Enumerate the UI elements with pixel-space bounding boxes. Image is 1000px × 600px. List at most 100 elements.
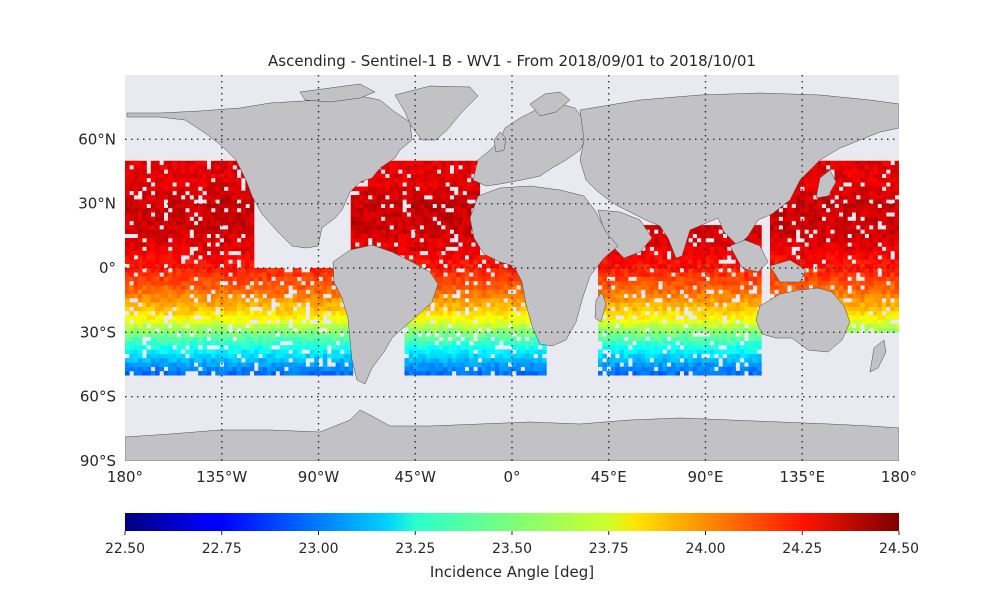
data-cell: [481, 358, 487, 363]
data-cell: [228, 237, 233, 243]
data-cell: [288, 302, 293, 307]
data-cell: [223, 293, 229, 299]
data-cell: [415, 250, 420, 256]
data-cell: [598, 280, 603, 286]
data-cell: [322, 362, 328, 367]
data-cell: [453, 250, 459, 256]
data-cell: [262, 358, 268, 363]
data-cell: [443, 345, 448, 350]
data-cell: [696, 285, 702, 290]
data-cell: [804, 285, 809, 290]
data-cell: [477, 259, 483, 265]
data-cell: [434, 293, 440, 299]
data-cell: [727, 353, 732, 359]
data-cell: [494, 315, 500, 320]
data-cell: [189, 165, 195, 170]
data-cell: [249, 233, 255, 239]
data-cell: [507, 306, 513, 312]
data-cell: [860, 255, 865, 260]
data-cell: [249, 289, 255, 295]
data-cell: [610, 268, 616, 273]
data-cell: [241, 255, 246, 260]
data-cell: [168, 233, 173, 239]
data-cell: [602, 263, 607, 269]
data-cell: [322, 332, 328, 337]
data-cell: [279, 272, 285, 277]
data-cell: [180, 285, 186, 290]
data-cell: [180, 366, 186, 372]
data-cell: [649, 272, 655, 277]
data-cell: [428, 177, 433, 183]
data-cell: [641, 362, 646, 367]
data-cell: [864, 285, 870, 290]
data-cell: [314, 272, 319, 277]
data-cell: [494, 370, 500, 376]
data-cell: [423, 220, 429, 226]
data-cell: [787, 242, 792, 247]
data-cell: [297, 272, 302, 277]
data-cell: [410, 242, 416, 247]
data-cell: [477, 353, 483, 359]
data-cell: [851, 237, 857, 243]
data-cell: [408, 323, 414, 329]
data-cell: [432, 207, 438, 213]
data-cell: [223, 336, 229, 342]
data-cell: [886, 246, 891, 252]
data-cell: [406, 225, 412, 230]
data-cell: [636, 310, 642, 316]
data-cell: [462, 199, 468, 204]
data-cell: [744, 237, 749, 243]
data-cell: [159, 358, 164, 363]
data-cell: [133, 212, 139, 217]
data-cell: [709, 229, 715, 234]
data-cell: [428, 250, 433, 256]
data-cell: [636, 280, 642, 286]
data-cell: [886, 319, 891, 325]
data-cell: [653, 255, 659, 260]
data-cell: [701, 285, 706, 290]
data-cell: [649, 336, 655, 342]
data-cell: [137, 362, 143, 367]
data-cell: [350, 207, 356, 213]
data-cell: [146, 302, 152, 307]
data-cell: [653, 285, 659, 290]
data-cell: [254, 285, 259, 290]
data-cell: [451, 310, 457, 316]
data-cell: [441, 220, 446, 226]
data-cell: [666, 315, 672, 320]
data-cell: [385, 165, 390, 170]
data-cell: [417, 353, 422, 359]
data-cell: [524, 353, 530, 359]
data-cell: [473, 302, 478, 307]
data-cell: [757, 233, 762, 239]
data-cell: [129, 302, 134, 307]
data-cell: [481, 310, 487, 316]
data-cell: [449, 203, 455, 209]
data-cell: [415, 195, 420, 200]
data-cell: [125, 190, 130, 196]
data-cell: [241, 220, 246, 226]
data-cell: [653, 276, 659, 282]
data-cell: [219, 182, 225, 187]
data-cell: [385, 199, 390, 204]
data-cell: [275, 310, 281, 316]
data-cell: [426, 336, 431, 342]
data-cell: [438, 255, 444, 260]
data-cell: [249, 242, 255, 247]
data-cell: [692, 302, 698, 307]
data-cell: [688, 358, 693, 363]
data-cell: [692, 370, 698, 376]
data-cell: [679, 336, 685, 342]
data-cell: [228, 199, 233, 204]
data-cell: [451, 332, 457, 337]
data-cell: [249, 250, 255, 256]
data-cell: [662, 298, 668, 303]
data-cell: [701, 310, 706, 316]
data-cell: [258, 276, 263, 282]
data-cell: [636, 345, 642, 350]
data-cell: [206, 229, 212, 234]
data-cell: [834, 268, 840, 273]
data-cell: [486, 340, 491, 346]
data-cell: [856, 268, 861, 273]
data-cell: [722, 336, 728, 342]
